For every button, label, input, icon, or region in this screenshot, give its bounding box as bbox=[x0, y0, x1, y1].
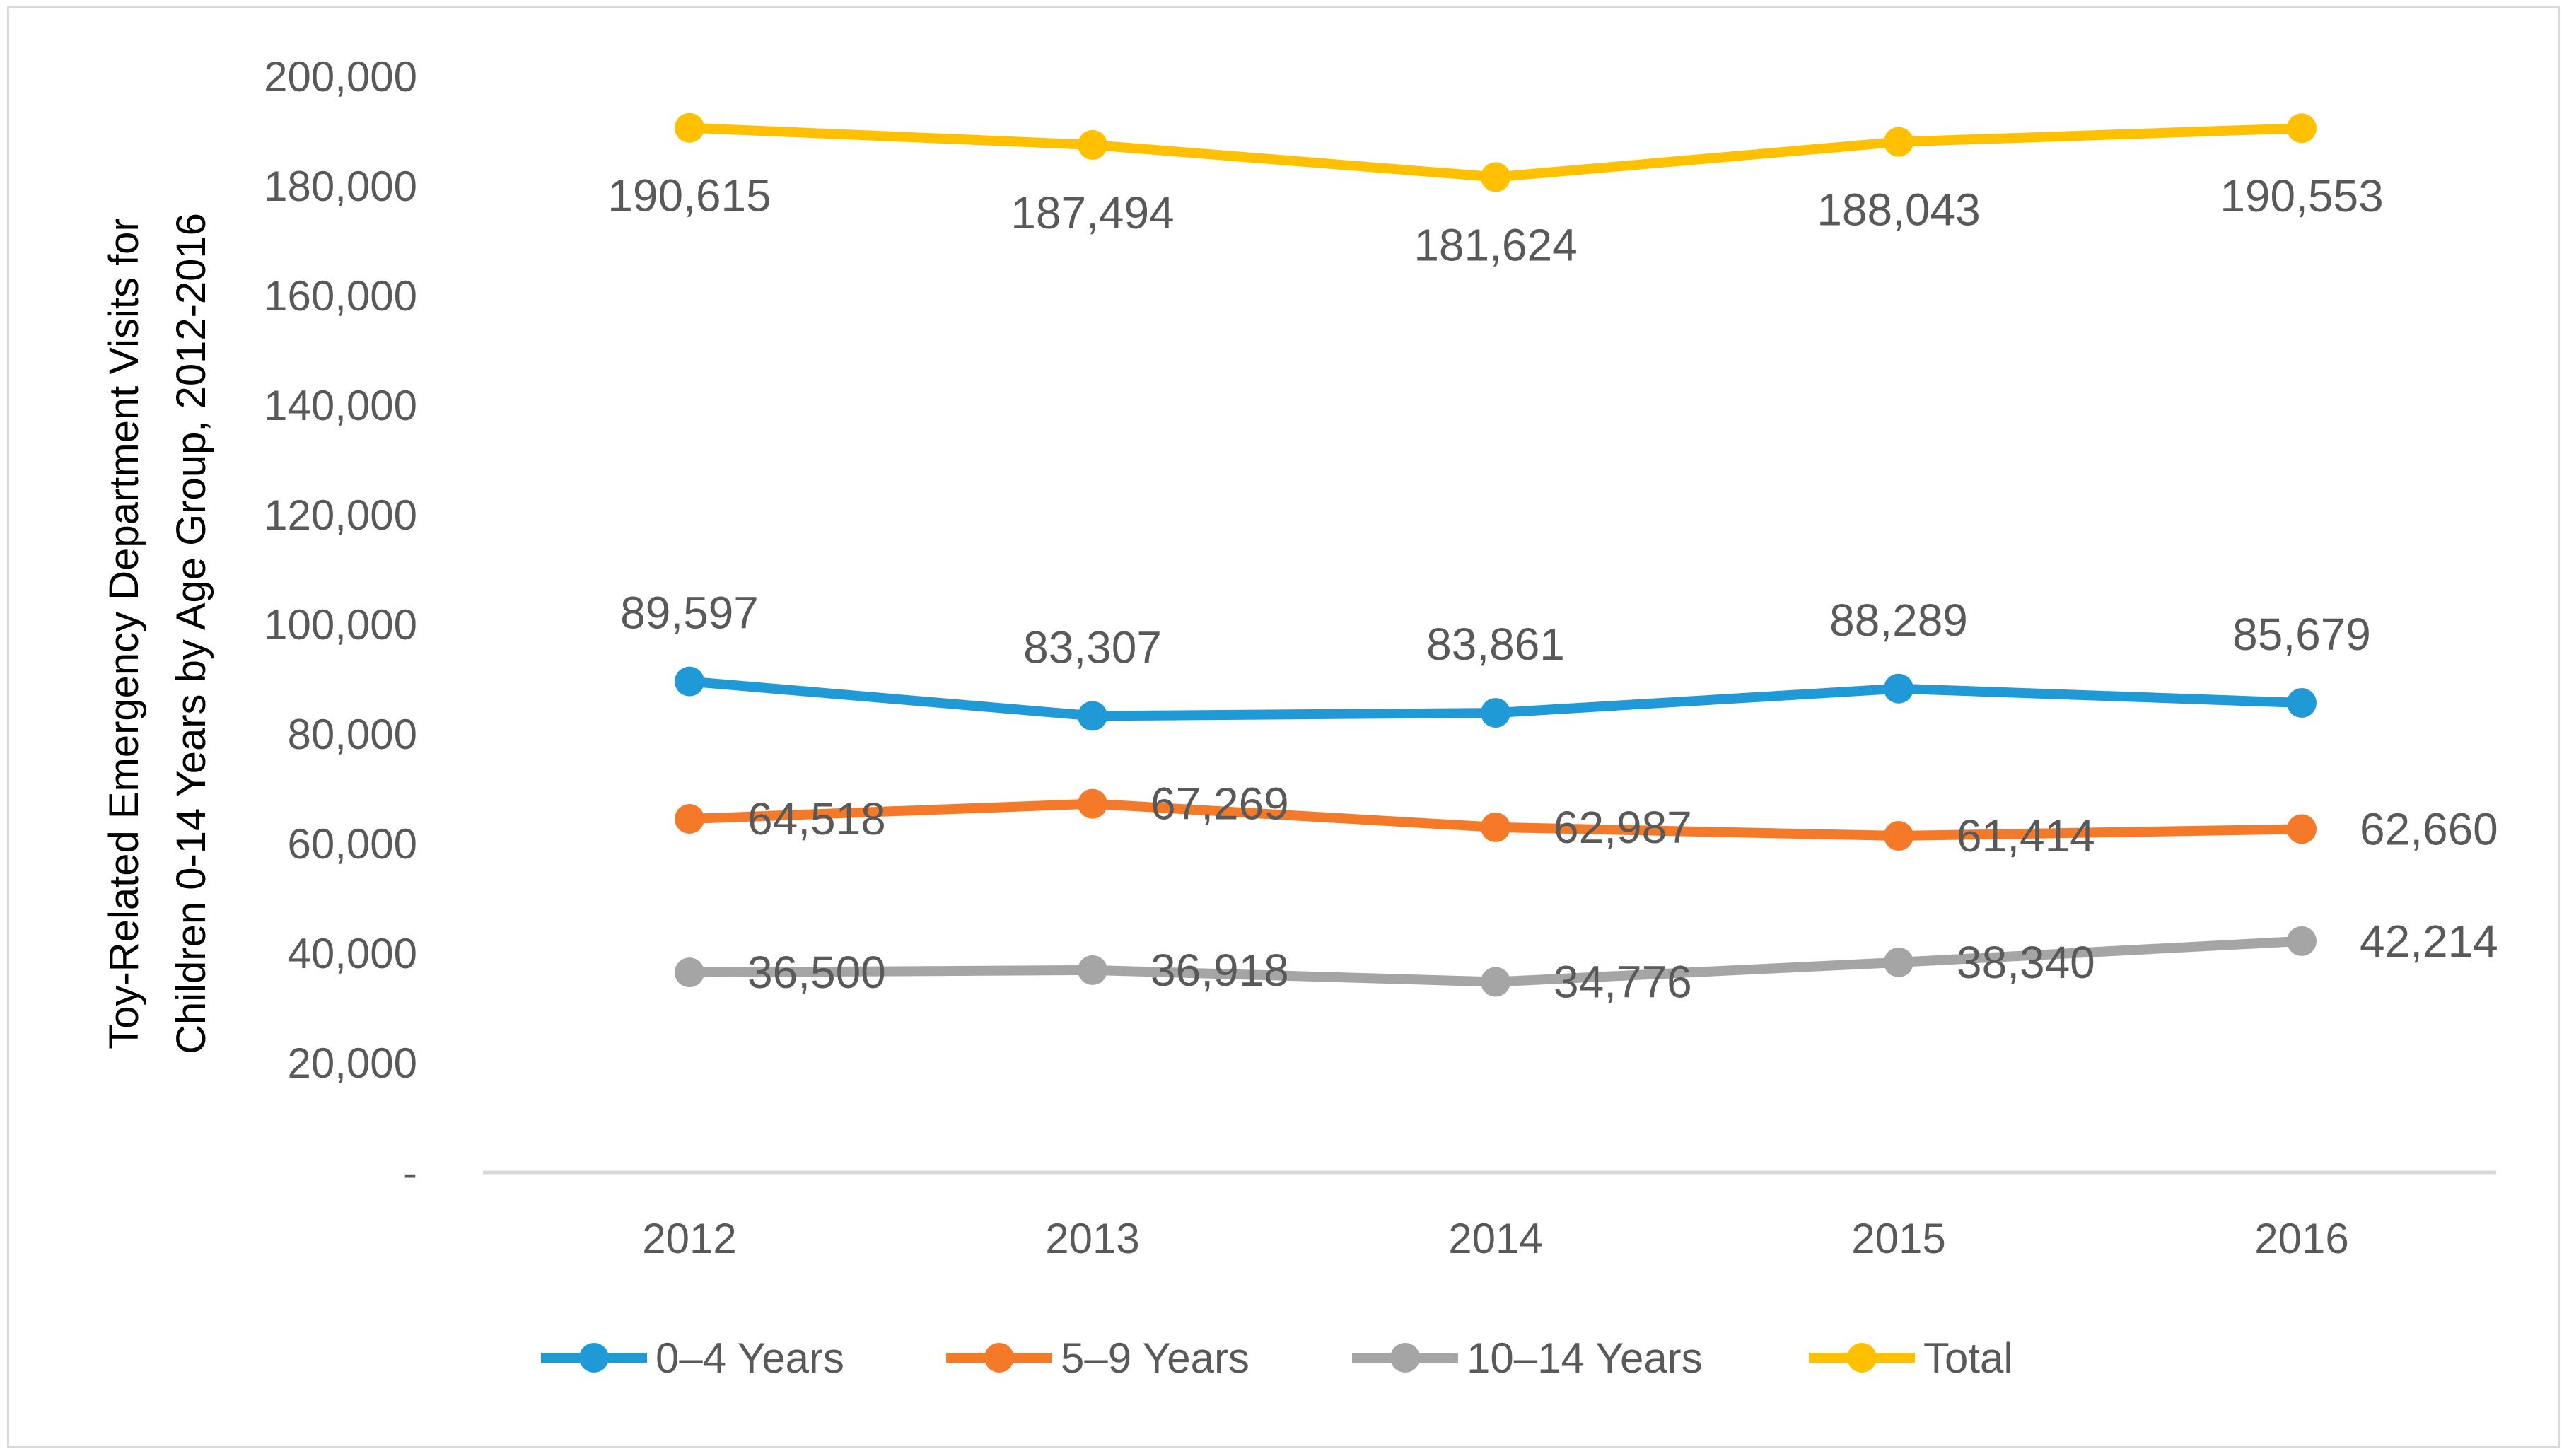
data-label-10-14-years-2014: 34,776 bbox=[1554, 956, 1692, 1007]
y-axis-title-line-1: Toy-Related Emergency Department Visits … bbox=[101, 218, 147, 1049]
y-tick-label-0: - bbox=[403, 1149, 417, 1196]
legend-marker-total bbox=[1847, 1343, 1877, 1373]
y-tick-label-7: 140,000 bbox=[264, 382, 417, 429]
x-tick-label-2012: 2012 bbox=[642, 1215, 736, 1262]
series-markers bbox=[675, 112, 2317, 997]
y-tick-label-2: 40,000 bbox=[287, 930, 417, 977]
marker-total-2015 bbox=[1884, 127, 1913, 157]
marker-total-2012 bbox=[675, 112, 704, 143]
marker-0-4-years-2013 bbox=[1078, 701, 1107, 731]
marker-5-9-years-2013 bbox=[1078, 788, 1107, 819]
chart-frame bbox=[7, 6, 2560, 1448]
marker-5-9-years-2012 bbox=[675, 803, 704, 834]
data-label-10-14-years-2012: 36,500 bbox=[747, 947, 886, 998]
data-label-total-2014: 181,624 bbox=[1414, 219, 1577, 270]
y-tick-label-10: 200,000 bbox=[264, 53, 417, 100]
marker-0-4-years-2014 bbox=[1481, 698, 1510, 728]
marker-0-4-years-2016 bbox=[2287, 687, 2317, 718]
legend-marker-5-9-years bbox=[984, 1343, 1014, 1373]
x-tick-label-2015: 2015 bbox=[1851, 1215, 1945, 1262]
legend-marker-0-4-years bbox=[579, 1343, 609, 1373]
marker-10-14-years-2013 bbox=[1078, 955, 1107, 985]
y-tick-label-4: 80,000 bbox=[287, 711, 417, 758]
x-tick-label-2013: 2013 bbox=[1045, 1215, 1139, 1262]
marker-0-4-years-2015 bbox=[1884, 673, 1913, 704]
y-axis-ticks: - 20,000 40,000 60,000 80,000 100,000 120,000 1… bbox=[264, 53, 417, 1196]
marker-10-14-years-2014 bbox=[1481, 967, 1510, 997]
data-label-5-9-years-2012: 64,518 bbox=[747, 793, 886, 844]
y-axis-title-line-2: Children 0-14 Years by Age Group, 2012-2… bbox=[168, 213, 214, 1054]
y-tick-label-6: 120,000 bbox=[264, 491, 417, 539]
marker-total-2016 bbox=[2287, 113, 2317, 144]
y-tick-label-3: 60,000 bbox=[287, 820, 417, 868]
data-label-total-2015: 188,043 bbox=[1817, 185, 1980, 235]
legend-label-5-9-years: 5–9 Years bbox=[1061, 1334, 1249, 1382]
data-label-total-2016: 190,553 bbox=[2220, 170, 2383, 221]
y-tick-label-8: 160,000 bbox=[264, 272, 417, 320]
data-label-total-2012: 190,615 bbox=[607, 170, 771, 221]
y-tick-label-5: 100,000 bbox=[264, 601, 417, 648]
data-label-5-9-years-2016: 62,660 bbox=[2360, 803, 2498, 854]
x-axis-ticks: 2012 2013 2014 2015 2016 bbox=[642, 1215, 2348, 1262]
data-label-0-4-years-2014: 83,861 bbox=[1426, 619, 1565, 670]
y-axis-title: Toy-Related Emergency Department Visits … bbox=[101, 213, 214, 1054]
legend: 0–4 Years 5–9 Years 10–14 Years Total bbox=[541, 1334, 2013, 1382]
marker-5-9-years-2016 bbox=[2287, 814, 2317, 844]
marker-5-9-years-2015 bbox=[1884, 821, 1913, 851]
data-label-10-14-years-2013: 36,918 bbox=[1150, 945, 1289, 996]
data-label-5-9-years-2014: 62,987 bbox=[1554, 802, 1692, 853]
x-tick-label-2014: 2014 bbox=[1448, 1215, 1542, 1262]
data-label-10-14-years-2015: 38,340 bbox=[1957, 937, 2095, 988]
legend-label-10-14-years: 10–14 Years bbox=[1467, 1334, 1703, 1382]
data-label-total-2013: 187,494 bbox=[1010, 187, 1174, 238]
legend-label-0-4-years: 0–4 Years bbox=[656, 1334, 844, 1382]
legend-marker-10-14-years bbox=[1390, 1343, 1420, 1373]
y-tick-label-1: 20,000 bbox=[287, 1039, 417, 1087]
marker-10-14-years-2012 bbox=[675, 957, 704, 988]
data-label-0-4-years-2015: 88,289 bbox=[1829, 595, 1968, 646]
legend-label-total: Total bbox=[1923, 1334, 2013, 1382]
x-tick-label-2016: 2016 bbox=[2254, 1215, 2348, 1262]
data-label-0-4-years-2016: 85,679 bbox=[2232, 609, 2371, 660]
marker-total-2013 bbox=[1078, 129, 1107, 160]
marker-10-14-years-2016 bbox=[2287, 926, 2317, 956]
marker-5-9-years-2014 bbox=[1481, 812, 1510, 842]
data-label-5-9-years-2013: 67,269 bbox=[1150, 779, 1289, 829]
data-label-0-4-years-2013: 83,307 bbox=[1023, 622, 1162, 672]
data-label-10-14-years-2016: 42,214 bbox=[2360, 916, 2498, 967]
data-labels: 89,597 83,307 83,861 88,289 85,679 64,518 67,2… bbox=[607, 170, 2498, 1008]
marker-total-2014 bbox=[1481, 162, 1510, 192]
marker-0-4-years-2012 bbox=[675, 666, 704, 697]
data-label-0-4-years-2012: 89,597 bbox=[620, 588, 759, 639]
y-tick-label-9: 180,000 bbox=[264, 163, 417, 210]
marker-10-14-years-2015 bbox=[1884, 947, 1913, 977]
data-label-5-9-years-2015: 61,414 bbox=[1957, 810, 2095, 861]
